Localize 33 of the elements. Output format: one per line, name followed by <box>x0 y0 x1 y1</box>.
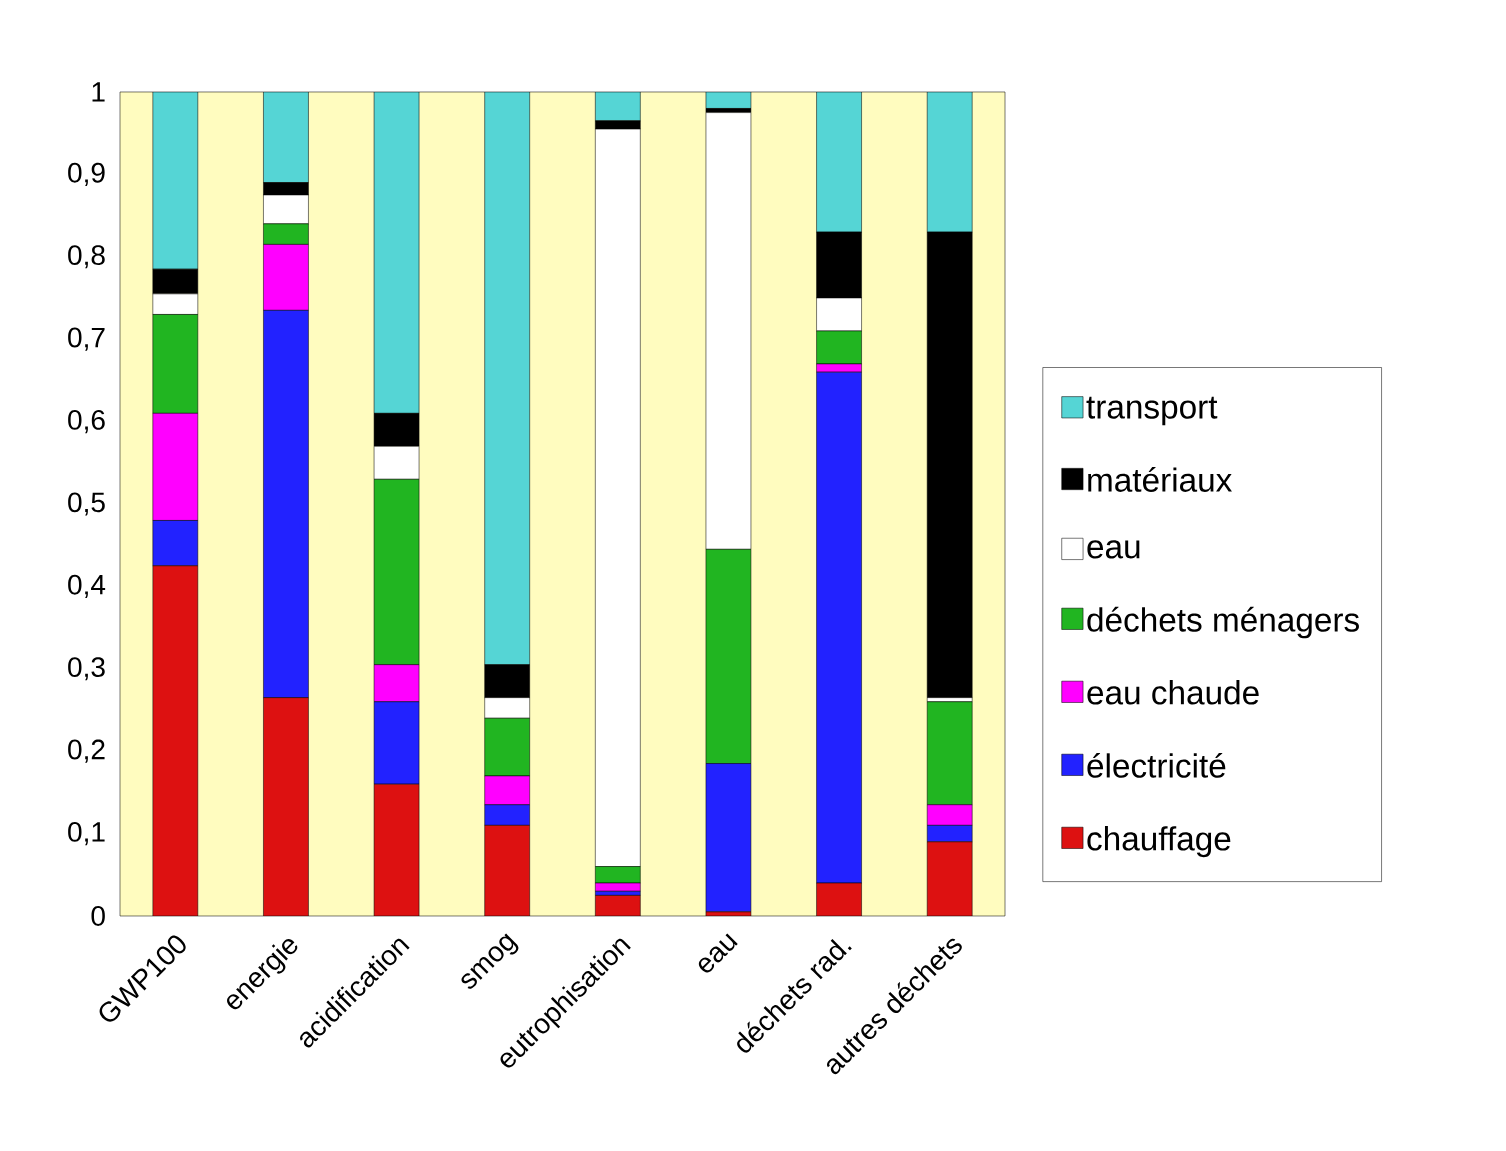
legend-label: électricité <box>1087 752 1226 778</box>
y-tick-label: 0,9 <box>68 162 105 186</box>
bar <box>926 91 973 233</box>
bar <box>373 91 420 414</box>
bar <box>484 91 530 665</box>
y-tick-label: 0,4 <box>68 574 106 598</box>
y-tick-label: 0,5 <box>68 492 105 516</box>
bar <box>373 783 420 916</box>
y-tick-label: 0,8 <box>68 245 105 269</box>
bar <box>816 882 862 916</box>
y-tick-label: 0,6 <box>68 410 105 434</box>
legend-label: déchets ménagers <box>1087 606 1359 639</box>
bar <box>152 91 199 270</box>
bar <box>595 91 641 122</box>
bar <box>484 825 530 916</box>
x-tick-label: eau <box>698 933 738 973</box>
y-tick-label: 0,3 <box>68 657 105 681</box>
bar <box>263 91 309 183</box>
bar <box>263 697 309 916</box>
legend-label: chauffage <box>1087 826 1231 858</box>
bar <box>152 565 199 916</box>
legend-label: eau chaude <box>1087 680 1259 705</box>
bar <box>595 895 641 916</box>
bar <box>816 91 862 233</box>
legend-label: eau <box>1087 540 1140 559</box>
y-tick-label: 0,2 <box>68 739 105 763</box>
y-tick-label: 0,1 <box>68 822 105 846</box>
y-tick-label: 0 <box>91 906 105 926</box>
bar <box>926 841 973 916</box>
legend-label: transport <box>1086 396 1218 426</box>
y-tick-label: 1 <box>92 82 105 102</box>
legend-label: matériaux <box>1088 467 1232 492</box>
y-tick-label: 0,7 <box>68 327 105 351</box>
